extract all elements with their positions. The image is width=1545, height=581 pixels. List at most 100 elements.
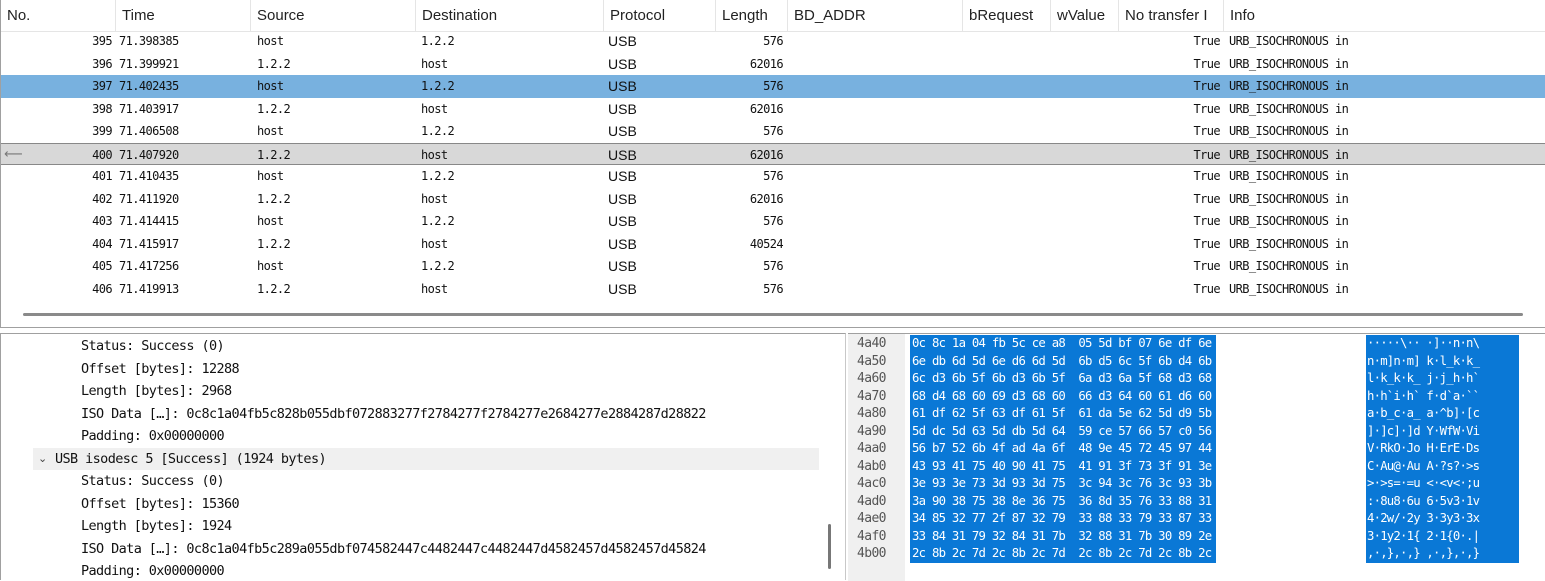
field-text: Padding: 0x00000000 (81, 563, 225, 579)
cell-dst: host (421, 147, 448, 162)
column-header-time[interactable]: Time (116, 0, 251, 32)
packet-row[interactable]: 395 71.398385 host 1.2.2 USB 576 True URB_ISOCH… (1, 30, 1545, 53)
hex-ascii[interactable]: C·Au@·Au A·?s?·>s (1366, 457, 1519, 475)
column-header-info[interactable]: Info (1224, 0, 1545, 32)
column-header-length[interactable]: Length (716, 0, 788, 32)
hex-ascii[interactable]: :·8u8·6u 6·5v3·1v (1366, 492, 1519, 510)
cell-dst: 1.2.2 (421, 169, 455, 183)
packet-bytes-pane[interactable]: 4a40 0c 8c 1a 04 fb 5c ce a8 05 5d bf 07 … (848, 333, 1545, 581)
cell-time: 71.399921 (119, 56, 179, 71)
hex-bytes[interactable]: 0c 8c 1a 04 fb 5c ce a8 05 5d bf 07 6e d… (910, 335, 1232, 353)
cell-info: URB_ISOCHRONOUS in (1229, 34, 1349, 48)
tree-field[interactable]: ISO Data […]: 0c8c1a04fb5c828b055dbf0728… (1, 403, 819, 426)
cell-proto: USB (608, 258, 637, 274)
packet-row[interactable]: 404 71.415917 1.2.2 host USB 40524 True URB_ISO… (1, 233, 1545, 256)
tree-field[interactable]: Offset [bytes]: 12288 (1, 358, 819, 381)
field-text: Status: Success (0) (81, 473, 225, 489)
cell-src: host (257, 214, 284, 228)
cell-no: 397 (92, 79, 112, 93)
hex-ascii[interactable]: ·····\·· ·]··n·n\ (1366, 335, 1519, 353)
hex-bytes[interactable]: 61 df 62 5f 63 df 61 5f 61 da 5e 62 5d d… (910, 405, 1232, 423)
column-header-no[interactable]: No. (1, 0, 116, 32)
cell-src: 1.2.2 (257, 281, 291, 296)
cell-proto: USB (608, 78, 637, 94)
cell-dst: host (421, 56, 448, 71)
tree-field[interactable]: Padding: 0x00000000 (1, 425, 819, 448)
tree-node-isodesc[interactable]: ⌄ USB isodesc 5 [Success] (1924 bytes) (33, 447, 819, 470)
column-header-bd-addr[interactable]: BD_ADDR (788, 0, 963, 32)
cell-no: 401 (92, 169, 112, 183)
hex-bytes[interactable]: 33 84 31 79 32 84 31 7b 32 88 31 7b 30 8… (910, 527, 1232, 545)
tree-field[interactable]: Padding: 0x00000000 (1, 560, 819, 580)
cell-time: 71.407920 (119, 147, 179, 162)
hex-bytes[interactable]: 68 d4 68 60 69 d3 68 60 66 d3 64 60 61 d… (910, 387, 1232, 405)
packet-row[interactable]: 402 71.411920 1.2.2 host USB 62016 True URB_ISO… (1, 188, 1545, 211)
hex-ascii[interactable]: ]·]c]·]d Y·WfW·Vi (1366, 422, 1519, 440)
packet-list[interactable]: No. Time Source Destination Protocol Length BD… (0, 0, 1545, 328)
hex-bytes[interactable]: 34 85 32 77 2f 87 32 79 33 88 33 79 33 8… (910, 510, 1232, 528)
packet-details-pane[interactable]: Status: Success (0) Offset [bytes]: 12288… (0, 333, 846, 580)
cell-time: 71.410435 (119, 169, 179, 183)
column-header-brequest[interactable]: bRequest (963, 0, 1051, 32)
tree-field[interactable]: Offset [bytes]: 15360 (1, 493, 819, 516)
cell-dst: 1.2.2 (421, 259, 455, 273)
hex-ascii[interactable]: l·k_k·k_ j·j_h·h` (1366, 370, 1519, 388)
column-header-destination[interactable]: Destination (416, 0, 604, 32)
hex-bytes[interactable]: 5d dc 5d 63 5d db 5d 64 59 ce 57 66 57 c… (910, 422, 1232, 440)
cell-info: URB_ISOCHRONOUS in (1229, 147, 1349, 162)
hex-offset: 4a60 (857, 371, 887, 386)
tree-field[interactable]: Length [bytes]: 1924 (1, 515, 819, 538)
hex-ascii[interactable]: h·h`i·h` f·d`a·`` (1366, 387, 1519, 405)
column-header-no-transfer-i[interactable]: No transfer I (1119, 0, 1224, 32)
hex-ascii[interactable]: 3·1y2·1{ 2·1{0·.| (1366, 527, 1519, 545)
hex-offset: 4ae0 (857, 511, 887, 526)
hex-bytes[interactable]: 6e db 6d 5d 6e d6 6d 5d 6b d5 6c 5f 6b d… (910, 352, 1232, 370)
hex-bytes[interactable]: 3e 93 3e 73 3d 93 3d 75 3c 94 3c 76 3c 9… (910, 475, 1232, 493)
packet-row[interactable]: 401 71.410435 host 1.2.2 USB 576 True URB_ISOCH… (1, 165, 1545, 188)
vertical-scrollbar[interactable] (828, 524, 831, 569)
hex-bytes[interactable]: 2c 8b 2c 7d 2c 8b 2c 7d 2c 8b 2c 7d 2c 8… (910, 545, 1232, 563)
packet-row[interactable]: 406 71.419913 1.2.2 host USB 576 True URB_ISOCH… (1, 278, 1545, 301)
cell-ntr: True (1193, 281, 1221, 296)
hex-ascii[interactable]: a·b_c·a_ a·^b]·[c (1366, 405, 1519, 423)
hex-ascii[interactable]: V·RkO·Jo H·ErE·Ds (1366, 440, 1519, 458)
hex-ascii[interactable]: ,·,},·,} ,·,},·,} (1366, 545, 1519, 563)
packet-row[interactable]: 396 71.399921 1.2.2 host USB 62016 True URB_ISO… (1, 53, 1545, 76)
column-header-protocol[interactable]: Protocol (604, 0, 716, 32)
field-text: USB isodesc 5 [Success] (1924 bytes) (55, 450, 327, 467)
hex-ascii[interactable]: 4·2w/·2y 3·3y3·3x (1366, 510, 1519, 528)
packet-row[interactable]: 397 71.402435 host 1.2.2 USB 576 True URB_ISOCH… (1, 75, 1545, 98)
cell-info: URB_ISOCHRONOUS in (1229, 191, 1349, 206)
field-text: ISO Data […]: 0c8c1a04fb5c289a055dbf0745… (81, 540, 706, 557)
horizontal-scrollbar[interactable] (23, 313, 1523, 316)
column-header-wvalue[interactable]: wValue (1051, 0, 1119, 32)
column-header-source[interactable]: Source (251, 0, 416, 32)
cell-dst: 1.2.2 (421, 214, 455, 228)
field-text: Offset [bytes]: 15360 (81, 495, 240, 512)
cell-len: 62016 (749, 147, 784, 162)
hex-ascii[interactable]: >·>s=·=u <·<v<·;u (1366, 475, 1519, 493)
hex-bytes[interactable]: 43 93 41 75 40 90 41 75 41 91 3f 73 3f 9… (910, 457, 1232, 475)
tree-field[interactable]: ISO Data […]: 0c8c1a04fb5c289a055dbf0745… (1, 538, 819, 561)
hex-bytes[interactable]: 56 b7 52 6b 4f ad 4a 6f 48 9e 45 72 45 9… (910, 440, 1232, 458)
hex-bytes[interactable]: 3a 90 38 75 38 8e 36 75 36 8d 35 76 33 8… (910, 492, 1232, 510)
cell-src: 1.2.2 (257, 147, 291, 162)
cell-len: 576 (763, 259, 783, 273)
cell-time: 71.403917 (119, 101, 179, 116)
cell-info: URB_ISOCHRONOUS in (1229, 56, 1349, 71)
hex-bytes[interactable]: 6c d3 6b 5f 6b d3 6b 5f 6a d3 6a 5f 68 d… (910, 370, 1232, 388)
packet-row[interactable]: 405 71.417256 host 1.2.2 USB 576 True URB_ISOCH… (1, 255, 1545, 278)
tree-field[interactable]: Status: Success (0) (1, 335, 819, 358)
offset-column (848, 334, 905, 581)
cell-time: 71.398385 (119, 34, 179, 48)
packet-row[interactable]: 399 71.406508 host 1.2.2 USB 576 True URB_ISOCH… (1, 120, 1545, 143)
chevron-down-icon[interactable]: ⌄ (38, 451, 48, 465)
cell-info: URB_ISOCHRONOUS in (1229, 124, 1349, 138)
hex-offset: 4aa0 (857, 441, 887, 456)
packet-row[interactable]: 398 71.403917 1.2.2 host USB 62016 True URB_ISO… (1, 98, 1545, 121)
hex-ascii[interactable]: n·m]n·m] k·l_k·k_ (1366, 352, 1519, 370)
tree-field[interactable]: Length [bytes]: 2968 (1, 380, 819, 403)
tree-field[interactable]: Status: Success (0) (1, 470, 819, 493)
packet-row[interactable]: ⟵ 400 71.407920 1.2.2 host USB 62016 True URB_IS… (1, 142, 1545, 165)
packet-row[interactable]: 403 71.414415 host 1.2.2 USB 576 True URB_ISOCH… (1, 210, 1545, 233)
